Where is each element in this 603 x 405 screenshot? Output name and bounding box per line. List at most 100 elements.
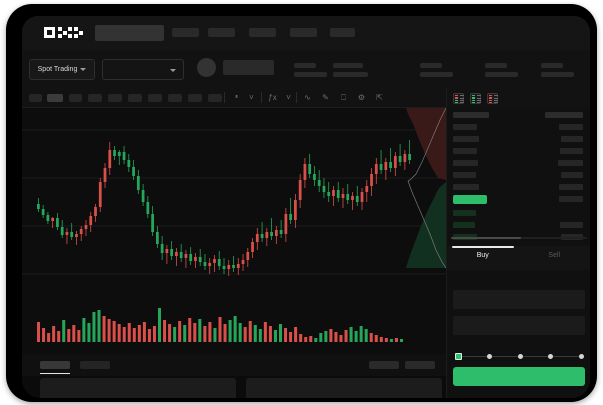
mode-line [493, 97, 498, 99]
orderbook-ask-size-5[interactable] [559, 184, 583, 190]
app-screen: Spot Trading ᵜ ˅ ƒx ˅ ∿ ✎ ⎕ ⚙ ⇱ [22, 16, 590, 398]
indicators-dropdown-icon[interactable]: ˅ [286, 93, 291, 102]
orderbook-bid-size-1[interactable] [560, 222, 583, 228]
mode-line [459, 97, 464, 99]
chart-type-dropdown-icon[interactable]: ˅ [249, 93, 254, 102]
orders-tab-1[interactable] [80, 361, 110, 369]
timeframe-button-6[interactable] [148, 94, 162, 102]
orders-panel-1 [246, 378, 442, 398]
camera-snapshot-icon[interactable]: ⎕ [341, 93, 346, 102]
trading-mode-select[interactable]: Spot Trading [29, 59, 95, 80]
orderbook-ask-size-0[interactable] [559, 124, 583, 130]
timeframe-button-3[interactable] [88, 94, 102, 102]
orderbook-mode-buy-icon[interactable] [470, 93, 481, 104]
nav-item-4[interactable] [330, 28, 355, 37]
mode-bar [455, 101, 458, 104]
orderbook-ask-price-1[interactable] [453, 136, 479, 142]
slider-stop-100[interactable] [578, 354, 584, 359]
toolbar-divider [261, 92, 262, 103]
timeframe-button-7[interactable] [168, 94, 182, 102]
orders-action-1[interactable] [405, 361, 435, 369]
stat-label-4 [541, 63, 563, 68]
orderbook-ask-price-4[interactable] [453, 172, 476, 178]
timeframe-button-5[interactable] [128, 94, 142, 102]
orderbook-bid-price-1[interactable] [453, 222, 475, 228]
price-field[interactable] [453, 290, 585, 309]
indicators-icon[interactable]: ƒx [268, 93, 277, 102]
volume-histogram[interactable] [22, 306, 446, 354]
fullscreen-icon[interactable]: ⇱ [376, 93, 383, 102]
timeframe-button-4[interactable] [108, 94, 122, 102]
pair-select[interactable] [102, 59, 184, 80]
search-input[interactable] [95, 25, 164, 41]
orderbook-ask-price-2[interactable] [453, 148, 477, 154]
orderbook-ask-size-3[interactable] [558, 160, 583, 166]
slider-handle[interactable] [455, 353, 462, 360]
timeframe-button-8[interactable] [188, 94, 202, 102]
mode-line [476, 95, 481, 97]
orderbook-scrollbar[interactable] [451, 237, 521, 239]
orderbook-last-size[interactable] [559, 196, 583, 202]
stat-label-1 [333, 63, 363, 68]
timeframe-button-9[interactable] [208, 94, 222, 102]
settings-gear-icon[interactable]: ⚙ [357, 93, 366, 102]
orderbook-ask-price-5[interactable] [453, 184, 479, 190]
orderbook-ask-price-0[interactable] [453, 124, 477, 130]
tab-sell[interactable]: Sell [548, 252, 561, 259]
mode-bar [489, 101, 492, 104]
active-tab-indicator [40, 373, 70, 374]
coin-avatar [197, 58, 216, 77]
submit-buy-button[interactable] [453, 367, 585, 386]
candlestick-chart-icon[interactable]: ᵜ [234, 93, 239, 102]
orderbook[interactable] [447, 108, 590, 252]
mode-bar [455, 99, 458, 101]
orders-tab-0[interactable] [40, 361, 70, 369]
ticker-stat-1 [333, 63, 368, 77]
toolbar-divider [224, 92, 225, 103]
nav-item-2[interactable] [249, 28, 276, 37]
nav-item-0[interactable] [172, 28, 199, 37]
mode-bar [472, 99, 475, 101]
orderbook-ask-price-3[interactable] [453, 160, 478, 166]
mode-line [476, 97, 481, 99]
mode-bar [472, 101, 475, 104]
timeframe-button-2[interactable] [69, 94, 82, 102]
percent-slider[interactable] [455, 352, 585, 361]
chart-toolbar: ᵜ ˅ ƒx ˅ ∿ ✎ ⎕ ⚙ ⇱ [22, 88, 446, 108]
volume-canvas [37, 308, 403, 342]
orderbook-mode-sell-icon[interactable] [487, 93, 498, 104]
pencil-draw-icon[interactable]: ✎ [322, 93, 329, 102]
stat-value-4 [541, 72, 574, 77]
orderbook-ask-size-1[interactable] [561, 136, 583, 142]
orderbook-mode-both-icon[interactable] [453, 93, 464, 104]
orderbook-header [447, 88, 590, 108]
nav-item-1[interactable] [208, 28, 235, 37]
ticker-stat-4 [541, 63, 574, 77]
orderbook-ask-size-2[interactable] [560, 148, 583, 154]
stat-value-0 [294, 72, 327, 77]
timeframe-button-0[interactable] [29, 94, 42, 102]
orderbook-ask-size-4[interactable] [561, 172, 583, 178]
okx-logo-icon[interactable] [44, 27, 84, 41]
trendline-icon[interactable]: ∿ [304, 93, 311, 102]
depth-chart-overlay [406, 108, 446, 268]
slider-stop-75[interactable] [548, 354, 553, 359]
mode-line [493, 99, 498, 101]
candlestick-chart[interactable] [22, 108, 446, 306]
slider-stop-50[interactable] [517, 354, 523, 359]
orders-action-0[interactable] [369, 361, 399, 369]
orderbook-bid-price-0[interactable] [453, 210, 476, 216]
mode-line [476, 102, 481, 104]
trade-sidebar: Buy Sell [446, 88, 590, 398]
timeframe-button-1[interactable] [47, 94, 63, 102]
mode-line [493, 95, 498, 97]
slider-stop-25[interactable] [487, 354, 492, 359]
stat-value-2 [420, 72, 453, 77]
nav-item-3[interactable] [290, 28, 317, 37]
stat-value-1 [333, 72, 368, 77]
mode-line [459, 95, 464, 97]
stat-label-3 [485, 63, 507, 68]
amount-field[interactable] [453, 316, 585, 335]
tab-buy[interactable]: Buy [476, 252, 489, 259]
toolbar-divider [296, 92, 297, 103]
